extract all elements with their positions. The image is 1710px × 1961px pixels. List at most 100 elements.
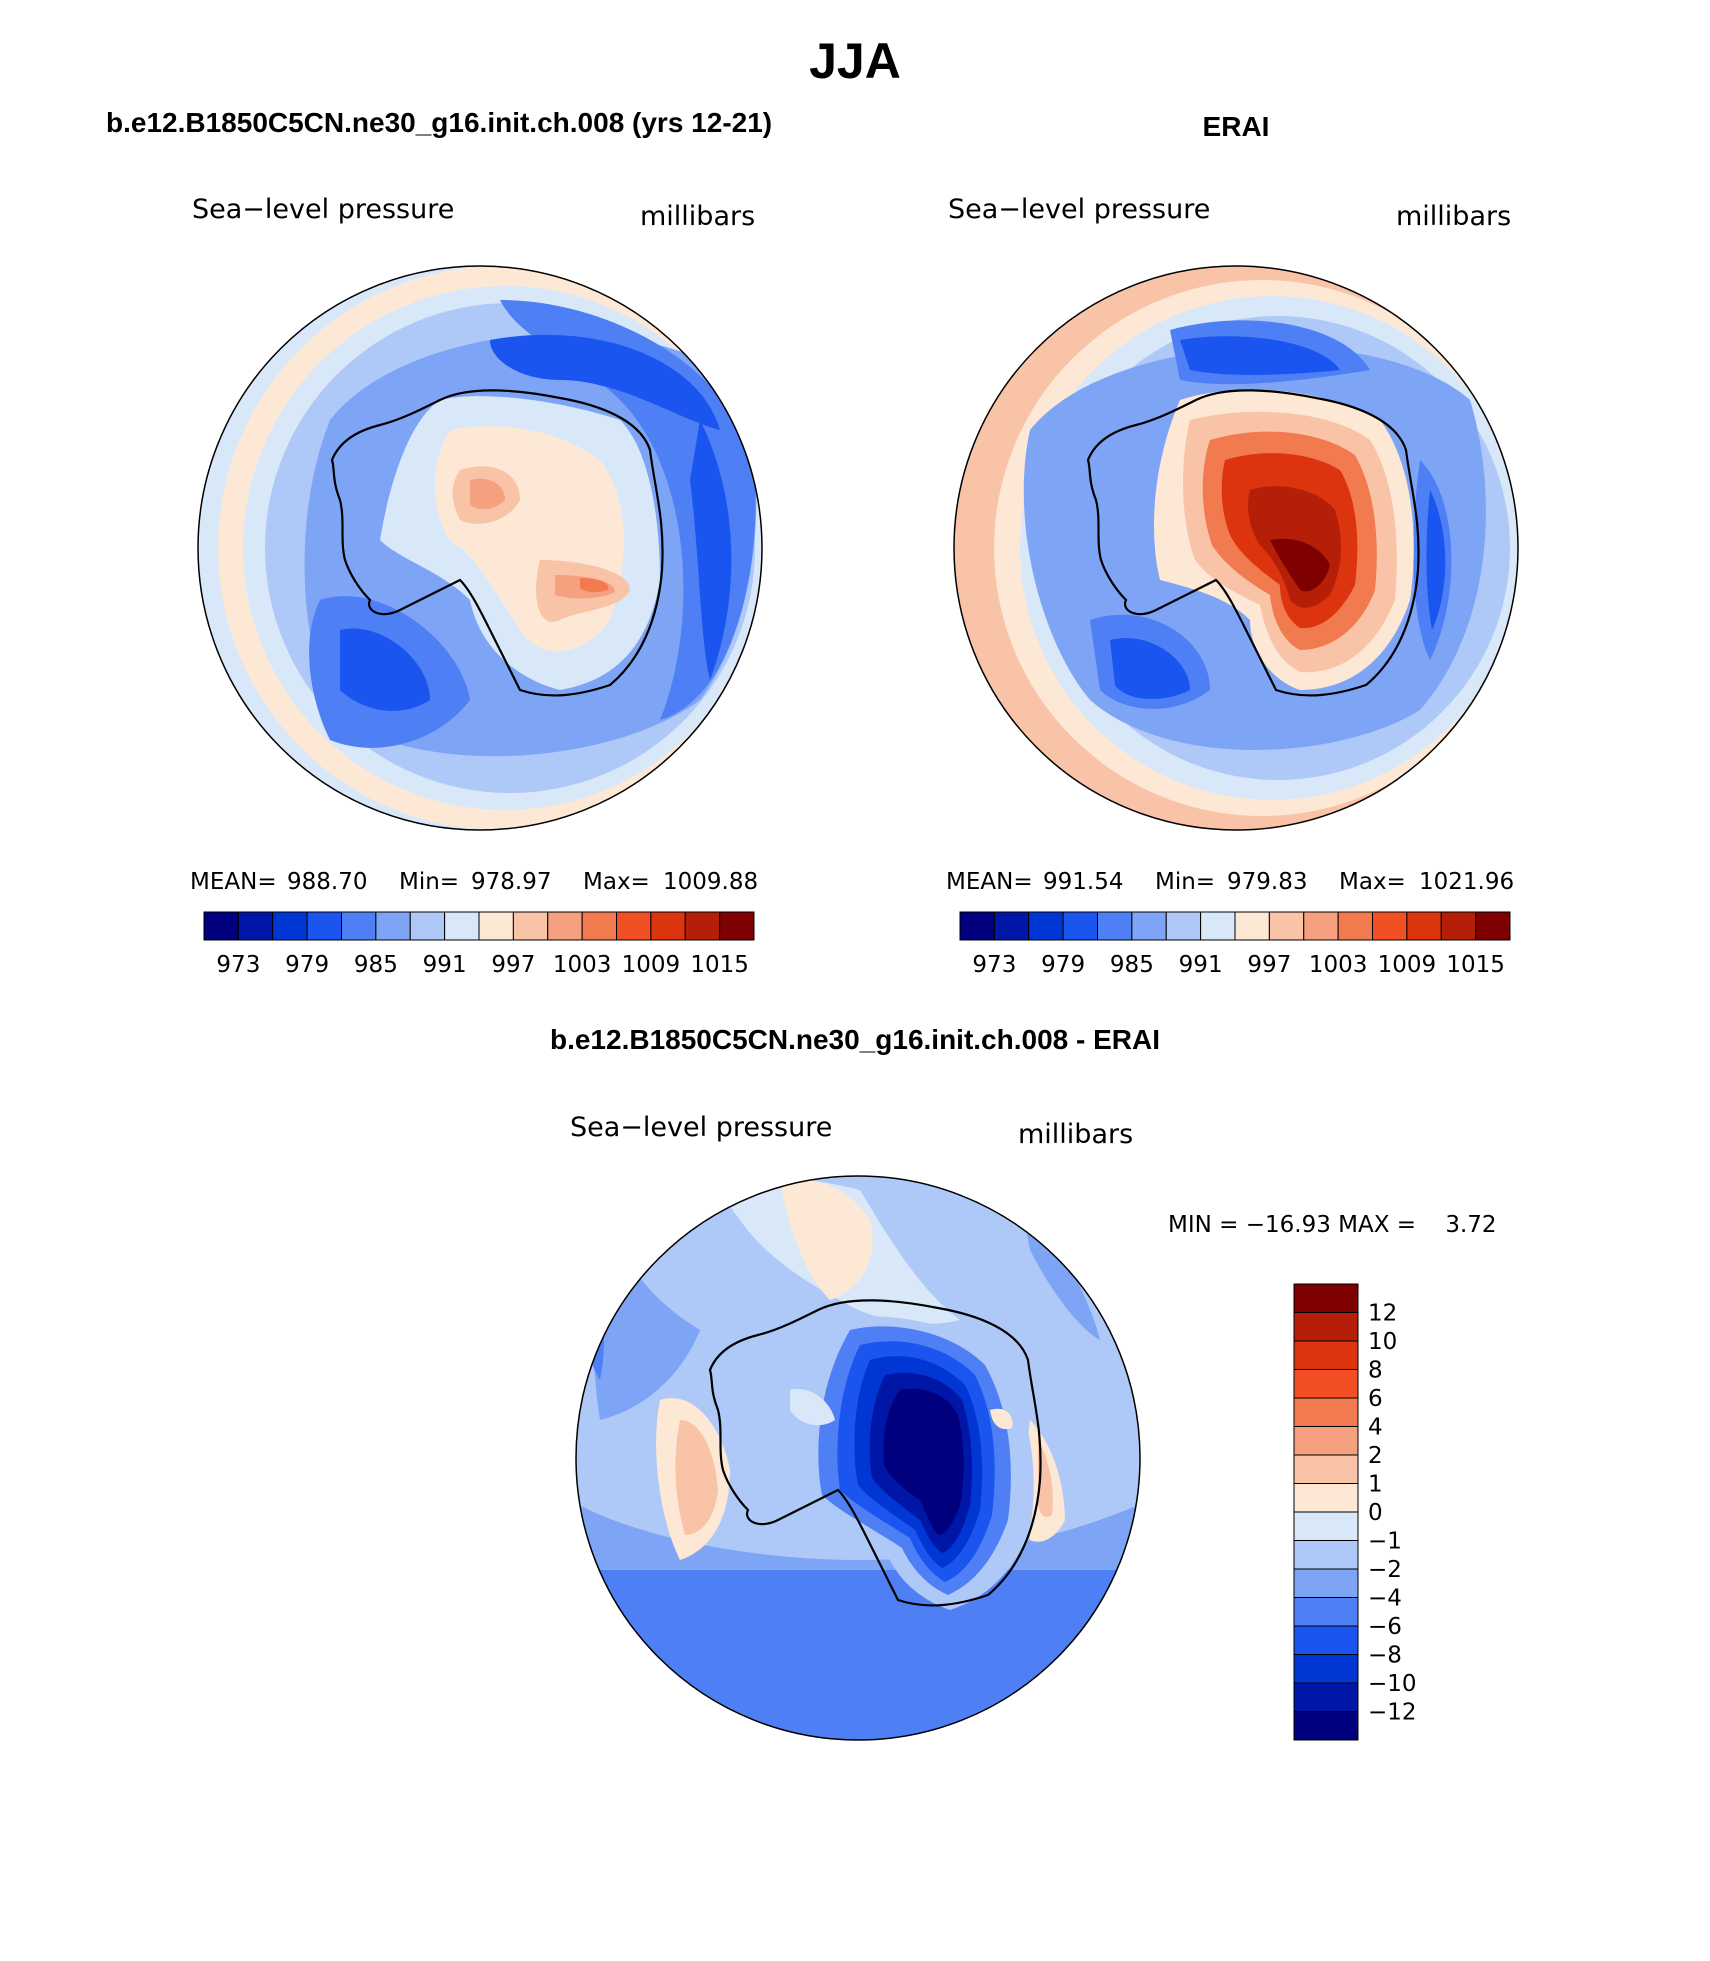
map-model-border [197,265,763,831]
colorbar-diff-tick-label: 0 [1368,1500,1383,1526]
colorbar-diff-tick-label: 6 [1368,1386,1383,1412]
stats-obs-mean: 991.54 [1043,869,1123,895]
colorbar-diff-swatch [1293,1369,1359,1399]
colorbar-diff-tick-label: −2 [1368,1557,1402,1583]
colorbar-model-swatch [581,911,617,941]
colorbar-obs-swatch [1337,911,1373,941]
colorbar-model-tick-label: 1003 [553,952,612,978]
colorbar-model-tick-label: 991 [423,952,467,978]
colorbar-diff-tick-label: −1 [1368,1529,1402,1555]
colorbar-diff-swatch [1293,1625,1359,1655]
map-obs [954,266,1518,830]
colorbar-obs-swatch [1234,911,1270,941]
stats-model: MEAN= 988.70 Min= 978.97 Max= 1009.88 [190,869,758,895]
colorbar-diff-swatch [1293,1340,1359,1370]
map-diff [576,1176,1140,1740]
colorbar-obs-tick-label: 985 [1110,952,1154,978]
panel-model: b.e12.B1850C5CN.ne30_g16.init.ch.008 (yr… [106,107,772,978]
colorbar-model-swatch [375,911,411,941]
season-title: JJA [809,33,901,89]
colorbar-model-tick-label: 985 [354,952,398,978]
colorbar-obs-swatch [1165,911,1202,941]
colorbar-diff-swatch [1293,1483,1359,1513]
colorbar-model-swatch [444,911,480,941]
colorbar-obs-tick-label: 997 [1247,952,1291,978]
colorbar-obs-tick-label: 979 [1041,952,1085,978]
colorbar-obs-swatch [1097,911,1133,941]
stats-model-min: 978.97 [471,869,551,895]
panel-diff-left-label: Sea−level pressure [570,1112,832,1143]
colorbar-obs-swatch [1131,911,1167,941]
colorbar-obs-swatch [1200,911,1236,941]
colorbar-diff-tick-label: −12 [1368,1700,1417,1726]
colorbar-model-swatch [237,911,274,941]
colorbar-model-swatch [650,911,686,941]
stats-obs-max-label: Max= [1339,869,1406,895]
colorbar-model-swatch [478,911,514,941]
colorbar-model-swatch [719,911,755,941]
map-model [198,266,762,830]
colorbar-diff-swatch [1293,1454,1359,1484]
colorbar-diff-swatch [1293,1568,1359,1598]
colorbar-obs-swatch [959,911,995,941]
stats-obs-min-label: Min= [1155,869,1215,895]
panel-obs-left-label: Sea−level pressure [948,194,1210,225]
colorbar-diff-swatch [1293,1312,1359,1342]
panel-model-left-label: Sea−level pressure [192,194,454,225]
panel-model-title: b.e12.B1850C5CN.ne30_g16.init.ch.008 (yr… [106,107,772,138]
map-diff-border [575,1175,1141,1741]
panel-obs-title: ERAI [1203,111,1270,142]
colorbar-diff-swatch [1293,1711,1359,1741]
colorbar-obs-swatch [1062,911,1098,941]
panel-obs-right-label: millibars [1396,201,1511,232]
colorbar-diff-swatch [1293,1283,1359,1313]
stats-model-max-label: Max= [583,869,650,895]
colorbar-diff-tick-label: 8 [1368,1358,1383,1384]
colorbar-model-swatch [306,911,342,941]
colorbar-model-tick-label: 979 [285,952,329,978]
colorbar-model-swatch [547,911,583,941]
colorbar-obs-tick-label: 973 [972,952,1016,978]
colorbar-model-swatch [272,911,308,941]
stats-model-mean: 988.70 [287,869,367,895]
panel-model-right-label: millibars [640,201,755,232]
map-obs-border [953,265,1519,831]
colorbar-model: 973 979 985 991 997 1003 1009 1015 [203,911,755,978]
colorbar-diff-tick-label: −6 [1368,1614,1402,1640]
colorbar-model-tick-label: 1009 [622,952,681,978]
colorbar-diff-swatch [1293,1682,1359,1712]
stats-model-mean-label: MEAN= [190,869,277,895]
colorbar-obs: 973 979 985 991 997 1003 1009 1015 [959,911,1511,978]
colorbar-model-swatch [409,911,446,941]
colorbar-obs-swatch [1268,911,1305,941]
colorbar-diff-swatch [1293,1540,1359,1570]
colorbar-model-swatch [512,911,549,941]
panel-diff: b.e12.B1850C5CN.ne30_g16.init.ch.008 - E… [550,1024,1497,1741]
colorbar-diff-swatch [1293,1426,1359,1456]
colorbar-diff-swatch [1293,1511,1359,1541]
colorbar-model-tick-label: 973 [216,952,260,978]
colorbar-obs-swatch [1303,911,1339,941]
colorbar-obs-swatch [1475,911,1511,941]
stats-model-max: 1009.88 [663,869,758,895]
stats-obs-min: 979.83 [1227,869,1307,895]
colorbar-model-swatch [341,911,377,941]
colorbar-diff-swatch [1293,1654,1359,1684]
stats-model-min-label: Min= [399,869,459,895]
colorbar-obs-tick-label: 1015 [1446,952,1505,978]
colorbar-model-swatch [203,911,239,941]
colorbar-obs-swatch [993,911,1030,941]
colorbar-obs-swatch [1028,911,1064,941]
colorbar-diff-tick-label: 12 [1368,1301,1397,1327]
colorbar-diff-tick-label: 4 [1368,1415,1383,1441]
colorbar-model-tick-label: 1015 [690,952,749,978]
panel-diff-right-label: millibars [1018,1119,1133,1150]
colorbar-model-swatch [684,911,721,941]
colorbar-diff-swatch [1293,1597,1359,1627]
stats-obs: MEAN= 991.54 Min= 979.83 Max= 1021.96 [946,869,1514,895]
stats-obs-max: 1021.96 [1419,869,1514,895]
colorbar-diff-tick-label: −8 [1368,1643,1402,1669]
colorbar-obs-swatch [1406,911,1442,941]
colorbar-diff-tick-label: 1 [1368,1472,1383,1498]
